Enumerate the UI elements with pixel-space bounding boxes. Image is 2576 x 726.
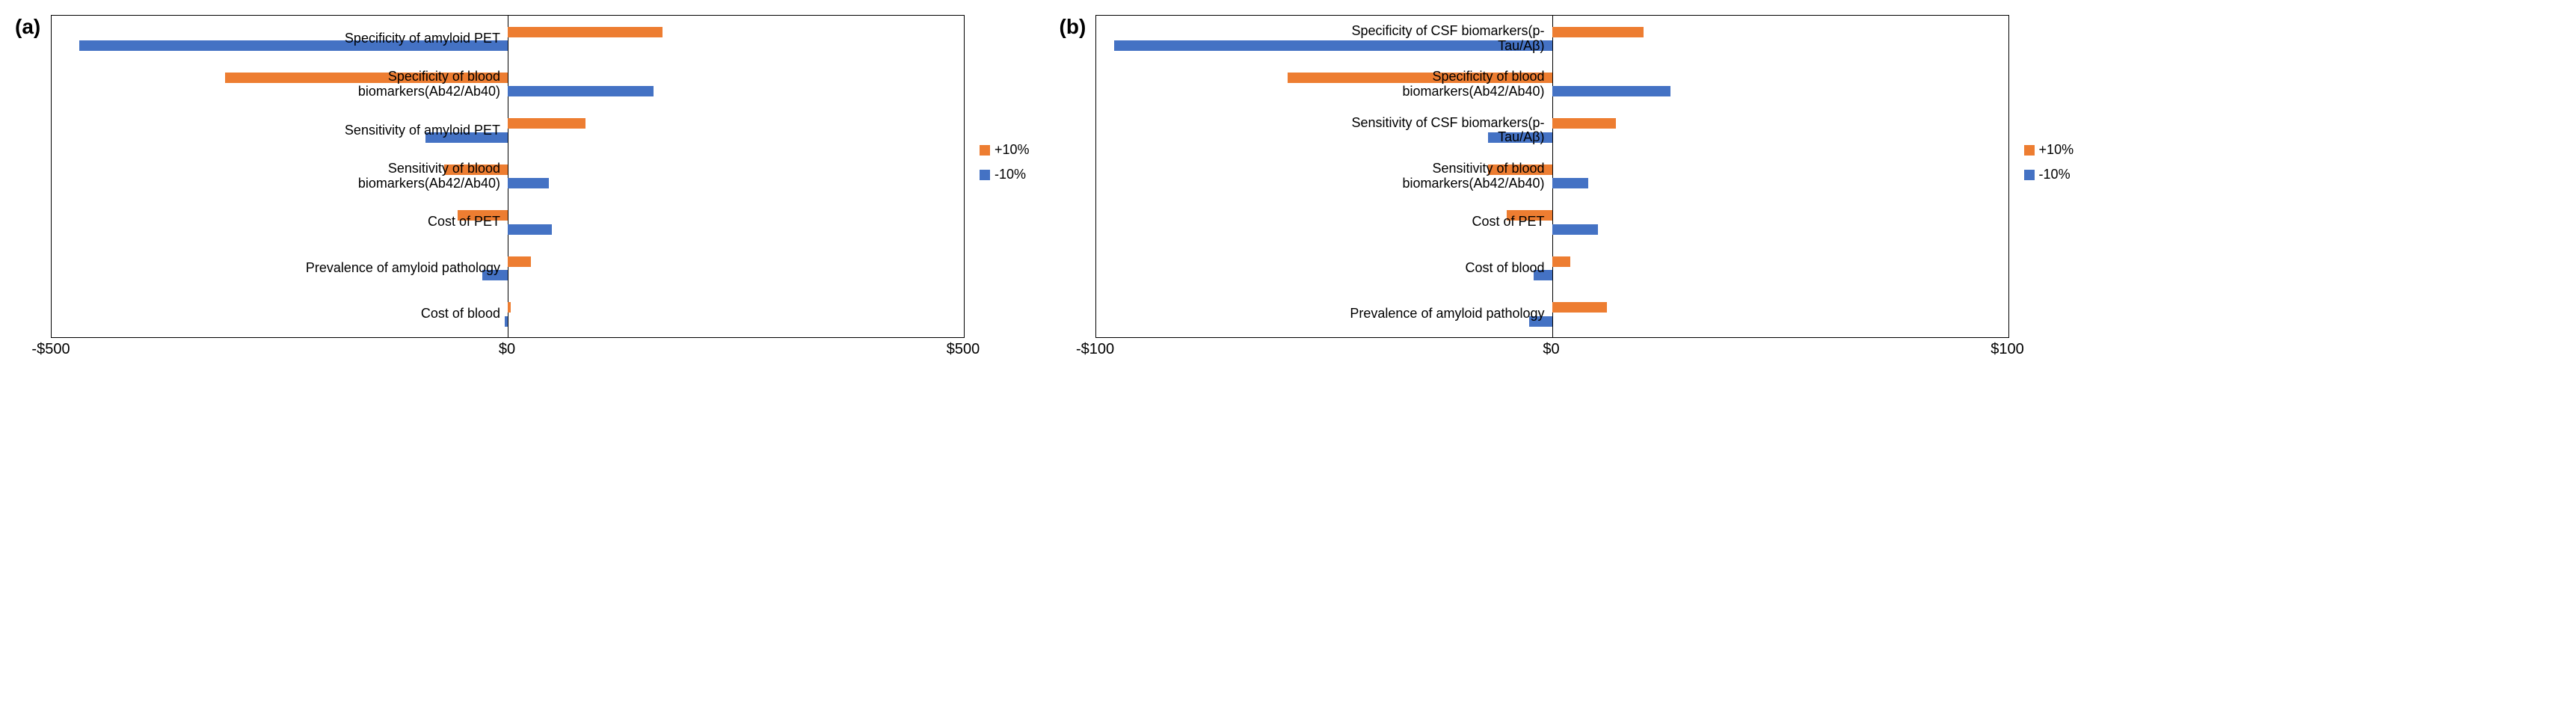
bar-minus10	[508, 224, 552, 235]
panel-b-chart: Specificity of CSF biomarkers(p- Tau/Aβ)…	[1095, 15, 2009, 338]
x-tick-label: -$500	[31, 341, 70, 358]
panel-b-chart-wrap: Specificity of CSF biomarkers(p- Tau/Aβ)…	[1095, 15, 2009, 360]
panel-a-chart: Specificity of amyloid PETSpecificity of…	[51, 15, 965, 338]
bar-plus10	[458, 210, 508, 221]
bar-plus10	[225, 73, 508, 83]
bar-plus10	[1552, 302, 1607, 313]
bar-minus10	[1529, 316, 1552, 327]
bar-plus10	[1552, 27, 1644, 37]
panel-b-label: (b)	[1060, 15, 1089, 39]
bar-minus10	[1488, 132, 1552, 143]
bar-plus10	[1552, 256, 1570, 267]
legend-plus-label: +10%	[995, 142, 1030, 158]
legend-minus10: -10%	[980, 167, 1030, 182]
bar-minus10	[79, 40, 508, 51]
bar-plus10	[1488, 164, 1552, 175]
bar-plus10	[444, 164, 508, 175]
x-tick-label: $0	[499, 341, 515, 358]
category-label: Cost of blood	[421, 307, 505, 322]
panel-a: (a) Specificity of amyloid PETSpecificit…	[15, 15, 1030, 360]
legend-swatch-plus	[2024, 145, 2035, 156]
bar-minus10	[505, 316, 508, 327]
x-tick-label: $100	[1991, 341, 2024, 358]
bar-minus10	[425, 132, 508, 143]
bar-plus10	[1288, 73, 1552, 83]
bar-minus10	[508, 86, 654, 96]
figure-row: (a) Specificity of amyloid PETSpecificit…	[15, 15, 2561, 360]
panel-b: (b) Specificity of CSF biomarkers(p- Tau…	[1060, 15, 2074, 360]
category-label: Prevalence of amyloid pathology	[306, 261, 505, 276]
legend-swatch-minus	[980, 170, 990, 180]
bar-minus10	[1552, 86, 1671, 96]
bar-minus10	[1534, 270, 1552, 280]
category-label: Prevalence of amyloid pathology	[1350, 307, 1549, 322]
bar-minus10	[482, 270, 508, 280]
bar-minus10	[1552, 224, 1598, 235]
panel-a-label: (a)	[15, 15, 45, 39]
panel-a-xaxis: -$500$0$500	[51, 338, 963, 360]
bar-minus10	[1114, 40, 1552, 51]
bar-plus10	[508, 256, 531, 267]
panel-b-xaxis: -$100$0$100	[1095, 338, 2008, 360]
bar-plus10	[1552, 118, 1616, 129]
panel-a-legend: +10% -10%	[980, 142, 1030, 182]
legend-swatch-minus	[2024, 170, 2035, 180]
legend-plus-label: +10%	[2039, 142, 2074, 158]
legend-minus10: -10%	[2024, 167, 2074, 182]
bar-plus10	[508, 118, 585, 129]
x-tick-label: $0	[1543, 341, 1559, 358]
bar-plus10	[1507, 210, 1552, 221]
bar-plus10	[508, 27, 663, 37]
x-tick-label: $500	[947, 341, 980, 358]
panel-a-chart-wrap: Specificity of amyloid PETSpecificity of…	[51, 15, 965, 360]
legend-swatch-plus	[980, 145, 990, 156]
legend-plus10: +10%	[2024, 142, 2074, 158]
legend-minus-label: -10%	[2039, 167, 2071, 182]
legend-minus-label: -10%	[995, 167, 1026, 182]
bar-plus10	[508, 302, 511, 313]
legend-plus10: +10%	[980, 142, 1030, 158]
zero-line	[1552, 16, 1553, 337]
x-tick-label: -$100	[1076, 341, 1114, 358]
bar-minus10	[1552, 178, 1589, 188]
panel-b-legend: +10% -10%	[2024, 142, 2074, 182]
bar-minus10	[508, 178, 549, 188]
